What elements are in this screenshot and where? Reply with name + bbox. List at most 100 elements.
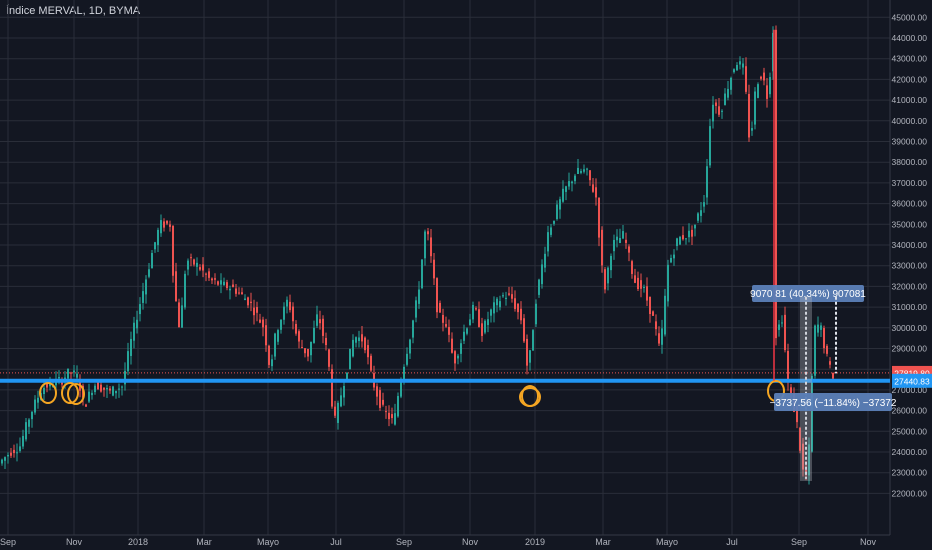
y-tick-label: 42000.00 <box>892 74 928 84</box>
candle-body <box>454 351 456 364</box>
y-tick-label: 24000.00 <box>892 447 928 457</box>
candle-body <box>85 404 87 407</box>
x-tick-label: Mar <box>196 537 212 547</box>
candle-body <box>736 65 738 71</box>
candle-body <box>343 385 345 398</box>
candle-body <box>718 106 720 115</box>
candle-body <box>535 303 537 325</box>
candle-body <box>469 319 471 326</box>
candle-body <box>70 372 72 374</box>
highlight-circle[interactable] <box>519 387 541 407</box>
candle-body <box>829 361 831 365</box>
candle-body <box>481 323 483 336</box>
candle-body <box>421 259 423 289</box>
candle-body <box>232 284 234 287</box>
highlight-circle[interactable] <box>61 382 79 404</box>
candle-body <box>22 435 24 447</box>
candle-body <box>685 238 687 240</box>
candle-body <box>376 386 378 397</box>
candle-body <box>700 210 702 216</box>
candle-body <box>406 353 408 365</box>
candle-body <box>10 452 12 456</box>
candle-body <box>532 330 534 351</box>
candle-body <box>31 411 33 420</box>
candle-body <box>25 422 27 440</box>
y-tick-label: 33000.00 <box>892 261 928 271</box>
candle-body <box>136 319 138 329</box>
y-tick-label: 36000.00 <box>892 199 928 209</box>
x-tick-label: 2019 <box>525 537 545 547</box>
candle-body <box>436 278 438 313</box>
x-tick-label: Sep <box>0 537 16 547</box>
highlight-circle[interactable] <box>67 383 85 405</box>
candle-body <box>415 300 417 318</box>
candle-body <box>589 170 591 181</box>
candle-body <box>520 308 522 321</box>
candle-body <box>412 320 414 338</box>
candle-body <box>505 297 507 300</box>
candle-body <box>259 319 261 323</box>
candle-body <box>196 262 198 267</box>
candle-body <box>19 446 21 451</box>
candle-body <box>400 379 402 397</box>
candle-body <box>13 449 15 454</box>
candle-body <box>106 387 108 390</box>
candle-body <box>604 269 606 290</box>
candle-body <box>610 255 612 271</box>
y-tick-label: 29000.00 <box>892 344 928 354</box>
candle-body <box>703 202 705 207</box>
candle-body <box>598 197 600 238</box>
y-tick-label: 43000.00 <box>892 54 928 64</box>
candle-body <box>832 372 834 379</box>
candle-body <box>724 93 726 105</box>
candle-body <box>691 229 693 237</box>
candle-body <box>148 269 150 277</box>
candle-body <box>313 327 315 343</box>
candle-body <box>802 443 804 470</box>
candle-body <box>310 341 312 356</box>
candle-body <box>226 282 228 289</box>
candle-body <box>655 321 657 330</box>
y-tick-label: 22000.00 <box>892 488 928 498</box>
candle-body <box>229 288 231 291</box>
candle-body <box>457 355 459 359</box>
highlight-circle[interactable] <box>39 382 57 404</box>
candle-body <box>814 325 816 376</box>
candle-body <box>574 175 576 182</box>
candle-body <box>331 369 333 407</box>
candle-body <box>115 390 117 394</box>
candle-body <box>292 306 294 322</box>
x-tick-label: Jul <box>726 537 738 547</box>
candle-body <box>640 280 642 289</box>
chart-title: Índice MERVAL, 1D, BYMA <box>6 5 141 17</box>
candle-body <box>808 444 810 476</box>
candle-body <box>661 328 663 345</box>
candle-body <box>394 413 396 425</box>
candle-body <box>352 339 354 357</box>
measure-range-box[interactable] <box>800 296 812 481</box>
candle-body <box>181 305 183 328</box>
candle-body <box>298 331 300 342</box>
measure-down-label[interactable]: −3737.56 (−11.84%) −37372 <box>770 393 897 411</box>
candle-body <box>826 345 828 354</box>
candle-body <box>124 370 126 385</box>
y-tick-label: 35000.00 <box>892 219 928 229</box>
candle-body <box>16 452 18 454</box>
candle-body <box>730 77 732 90</box>
candle-body <box>625 239 627 243</box>
candle-body <box>562 188 564 202</box>
candle-body <box>208 271 210 278</box>
y-tick-label: 38000.00 <box>892 157 928 167</box>
candle-body <box>811 375 813 452</box>
candle-body <box>442 314 444 323</box>
candle-body <box>193 259 195 265</box>
candle-body <box>496 298 498 306</box>
candle-body <box>283 306 285 320</box>
candle-body <box>568 181 570 187</box>
candle-body <box>757 84 759 98</box>
candle-body <box>172 225 174 276</box>
candle-body <box>688 230 690 238</box>
candle-body <box>628 246 630 253</box>
candle-body <box>397 396 399 417</box>
